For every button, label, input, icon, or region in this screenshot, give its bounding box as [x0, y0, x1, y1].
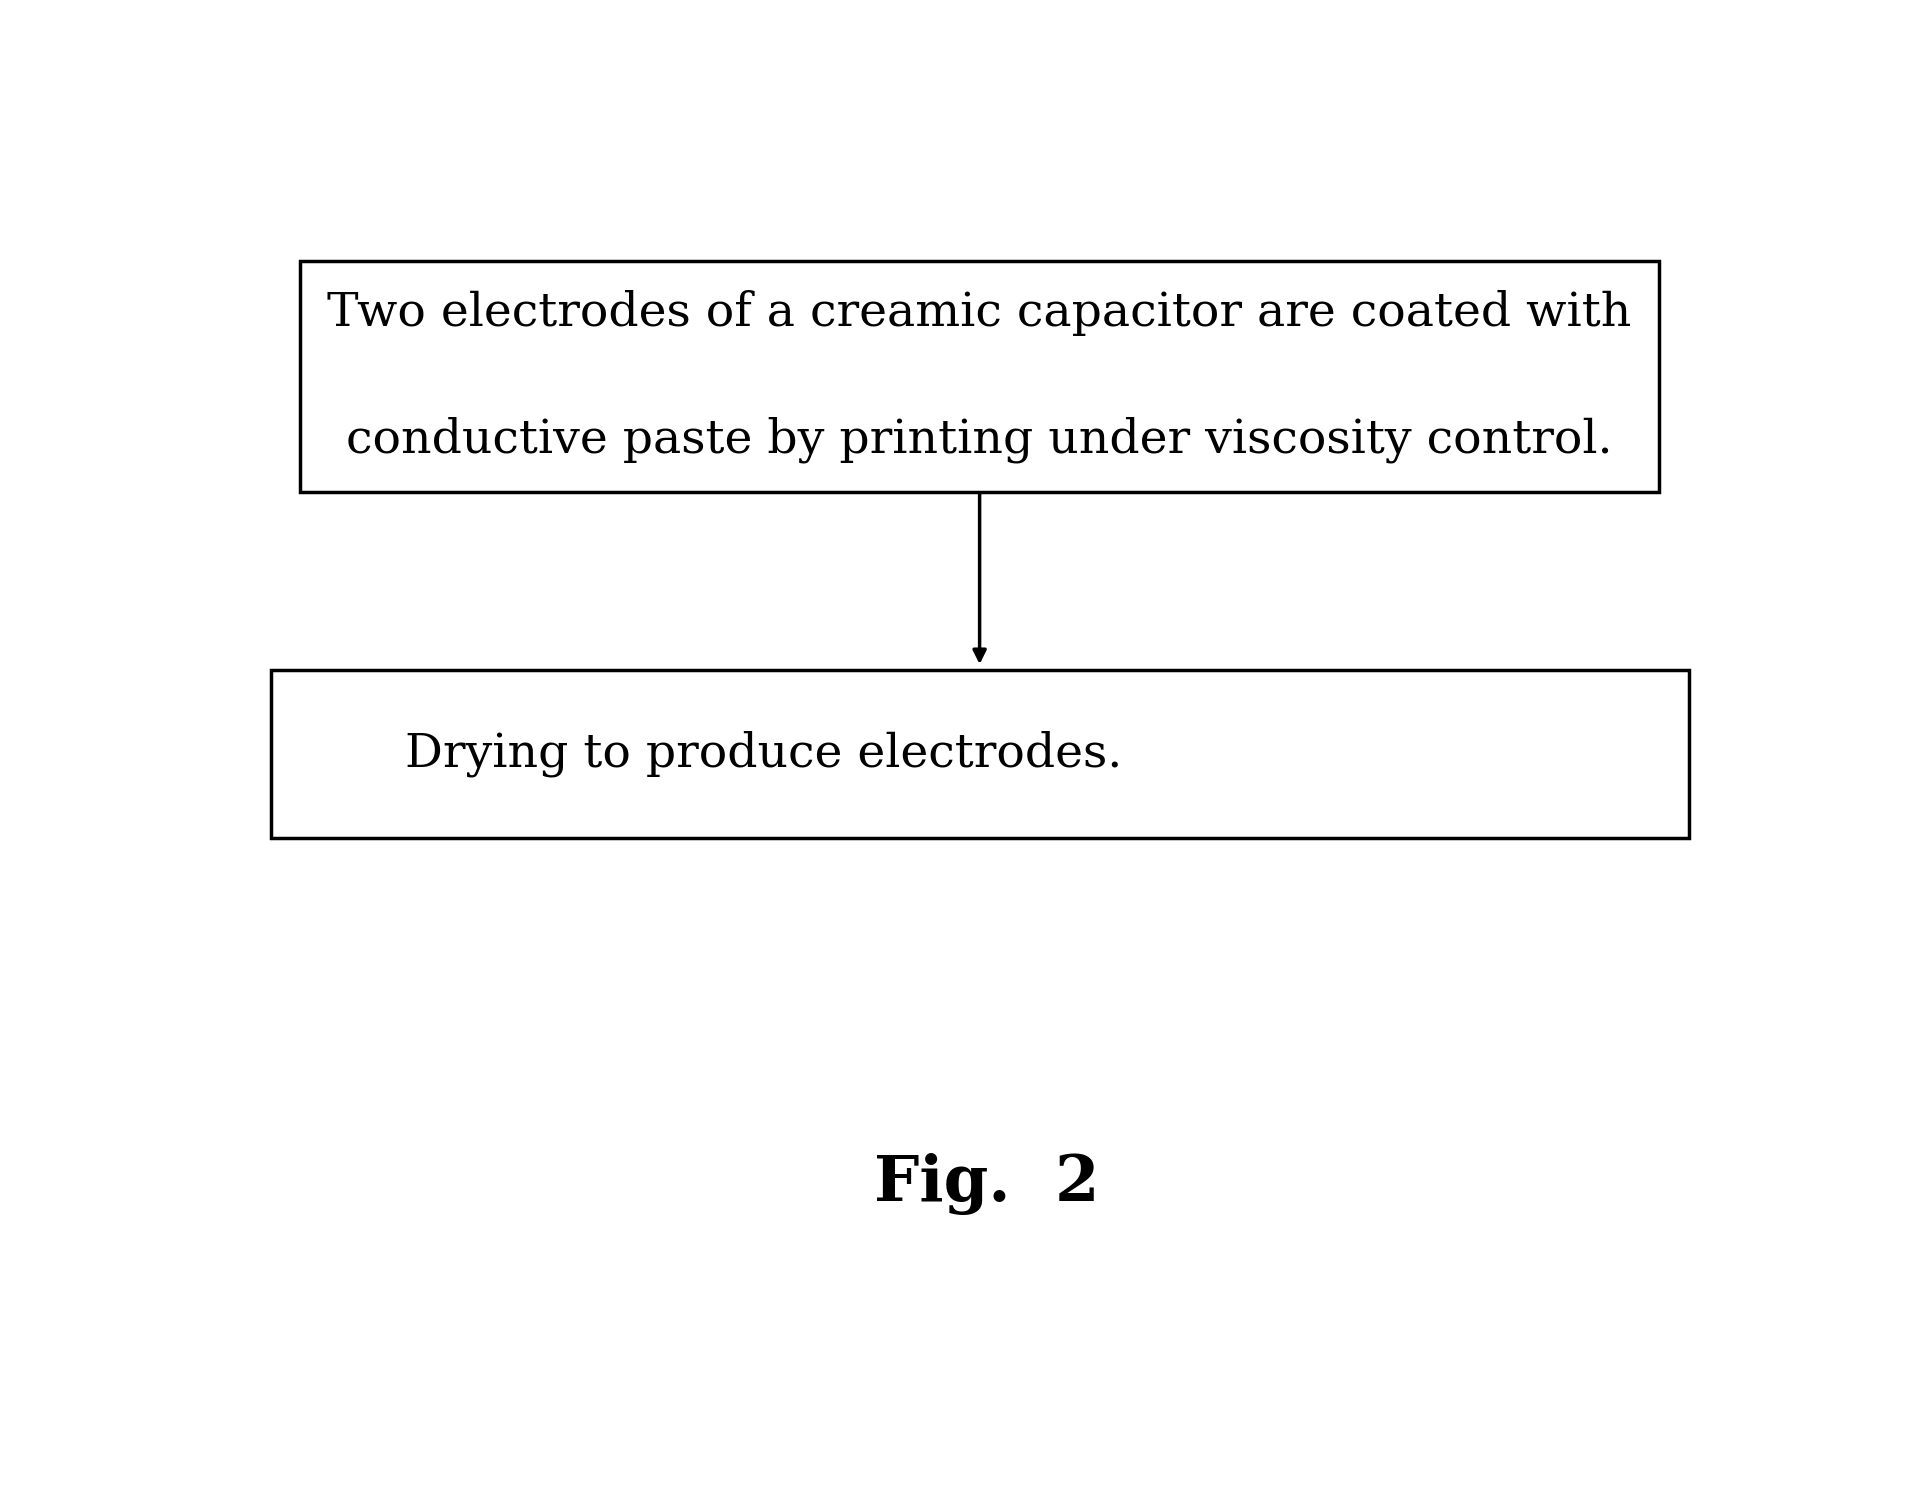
FancyBboxPatch shape [272, 670, 1689, 838]
Text: Two electrodes of a creamic capacitor are coated with: Two electrodes of a creamic capacitor ar… [327, 289, 1631, 336]
Text: Drying to produce electrodes.: Drying to produce electrodes. [404, 730, 1121, 776]
Text: Fig.  2: Fig. 2 [874, 1153, 1100, 1216]
FancyBboxPatch shape [300, 261, 1658, 492]
Text: conductive paste by printing under viscosity control.: conductive paste by printing under visco… [347, 417, 1612, 463]
